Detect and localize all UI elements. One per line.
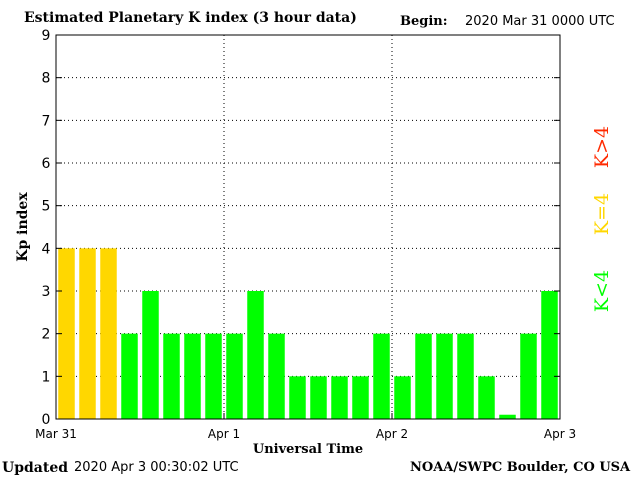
x-tick-label: Mar 31 bbox=[35, 427, 77, 441]
y-tick-label: 7 bbox=[42, 113, 51, 129]
kp-bar bbox=[289, 376, 306, 419]
plot-frame bbox=[55, 34, 561, 420]
legend-k-equals-4: K=4 bbox=[591, 193, 613, 235]
kp-bar bbox=[331, 376, 348, 419]
kp-bar bbox=[436, 333, 453, 419]
kp-bar bbox=[373, 333, 390, 419]
legend-k-below-4: K<4 bbox=[591, 270, 613, 312]
kp-bar bbox=[310, 376, 327, 419]
kp-bar bbox=[394, 376, 411, 419]
kp-bar bbox=[520, 333, 537, 419]
kp-bar bbox=[478, 376, 495, 419]
updated-label: Updated bbox=[2, 460, 69, 476]
chart-title: Estimated Planetary K index (3 hour data… bbox=[24, 10, 357, 26]
legend-k-above-4: K>4 bbox=[591, 126, 613, 168]
kp-bar bbox=[58, 248, 75, 419]
y-tick-label: 5 bbox=[42, 199, 51, 215]
y-tick-label: 6 bbox=[42, 156, 51, 172]
kp-bar bbox=[184, 333, 201, 419]
x-tick-label: Apr 2 bbox=[376, 427, 408, 441]
kp-bar bbox=[163, 333, 180, 419]
y-tick-label: 3 bbox=[42, 284, 51, 300]
y-tick-label: 2 bbox=[42, 327, 51, 343]
y-tick-label: 0 bbox=[42, 412, 51, 428]
y-tick-label: 9 bbox=[42, 28, 51, 44]
kp-bar bbox=[226, 333, 243, 419]
y-axis-title: Kp index bbox=[15, 192, 31, 262]
kp-bar bbox=[352, 376, 369, 419]
updated-value: 2020 Apr 3 00:30:02 UTC bbox=[74, 460, 239, 475]
kp-bar bbox=[100, 248, 117, 419]
kp-bar bbox=[415, 333, 432, 419]
kp-bar bbox=[121, 333, 138, 419]
y-tick-label: 4 bbox=[42, 241, 51, 257]
y-tick-label: 1 bbox=[42, 369, 51, 385]
kp-bar bbox=[457, 333, 474, 419]
kp-bar bbox=[79, 248, 96, 419]
y-tick-label: 8 bbox=[42, 71, 51, 87]
begin-value: 2020 Mar 31 0000 UTC bbox=[465, 14, 615, 29]
kp-bar bbox=[142, 291, 159, 419]
kp-bar bbox=[499, 414, 516, 419]
x-tick-label: Apr 1 bbox=[208, 427, 240, 441]
kp-bar bbox=[247, 291, 264, 419]
kp-bar bbox=[541, 291, 558, 419]
kp-bar bbox=[205, 333, 222, 419]
begin-label: Begin: bbox=[400, 14, 448, 29]
source-credit: NOAA/SWPC Boulder, CO USA bbox=[410, 460, 631, 475]
x-axis-title: Universal Time bbox=[253, 442, 363, 457]
kp-bar bbox=[268, 333, 285, 419]
x-tick-label: Apr 3 bbox=[544, 427, 576, 441]
